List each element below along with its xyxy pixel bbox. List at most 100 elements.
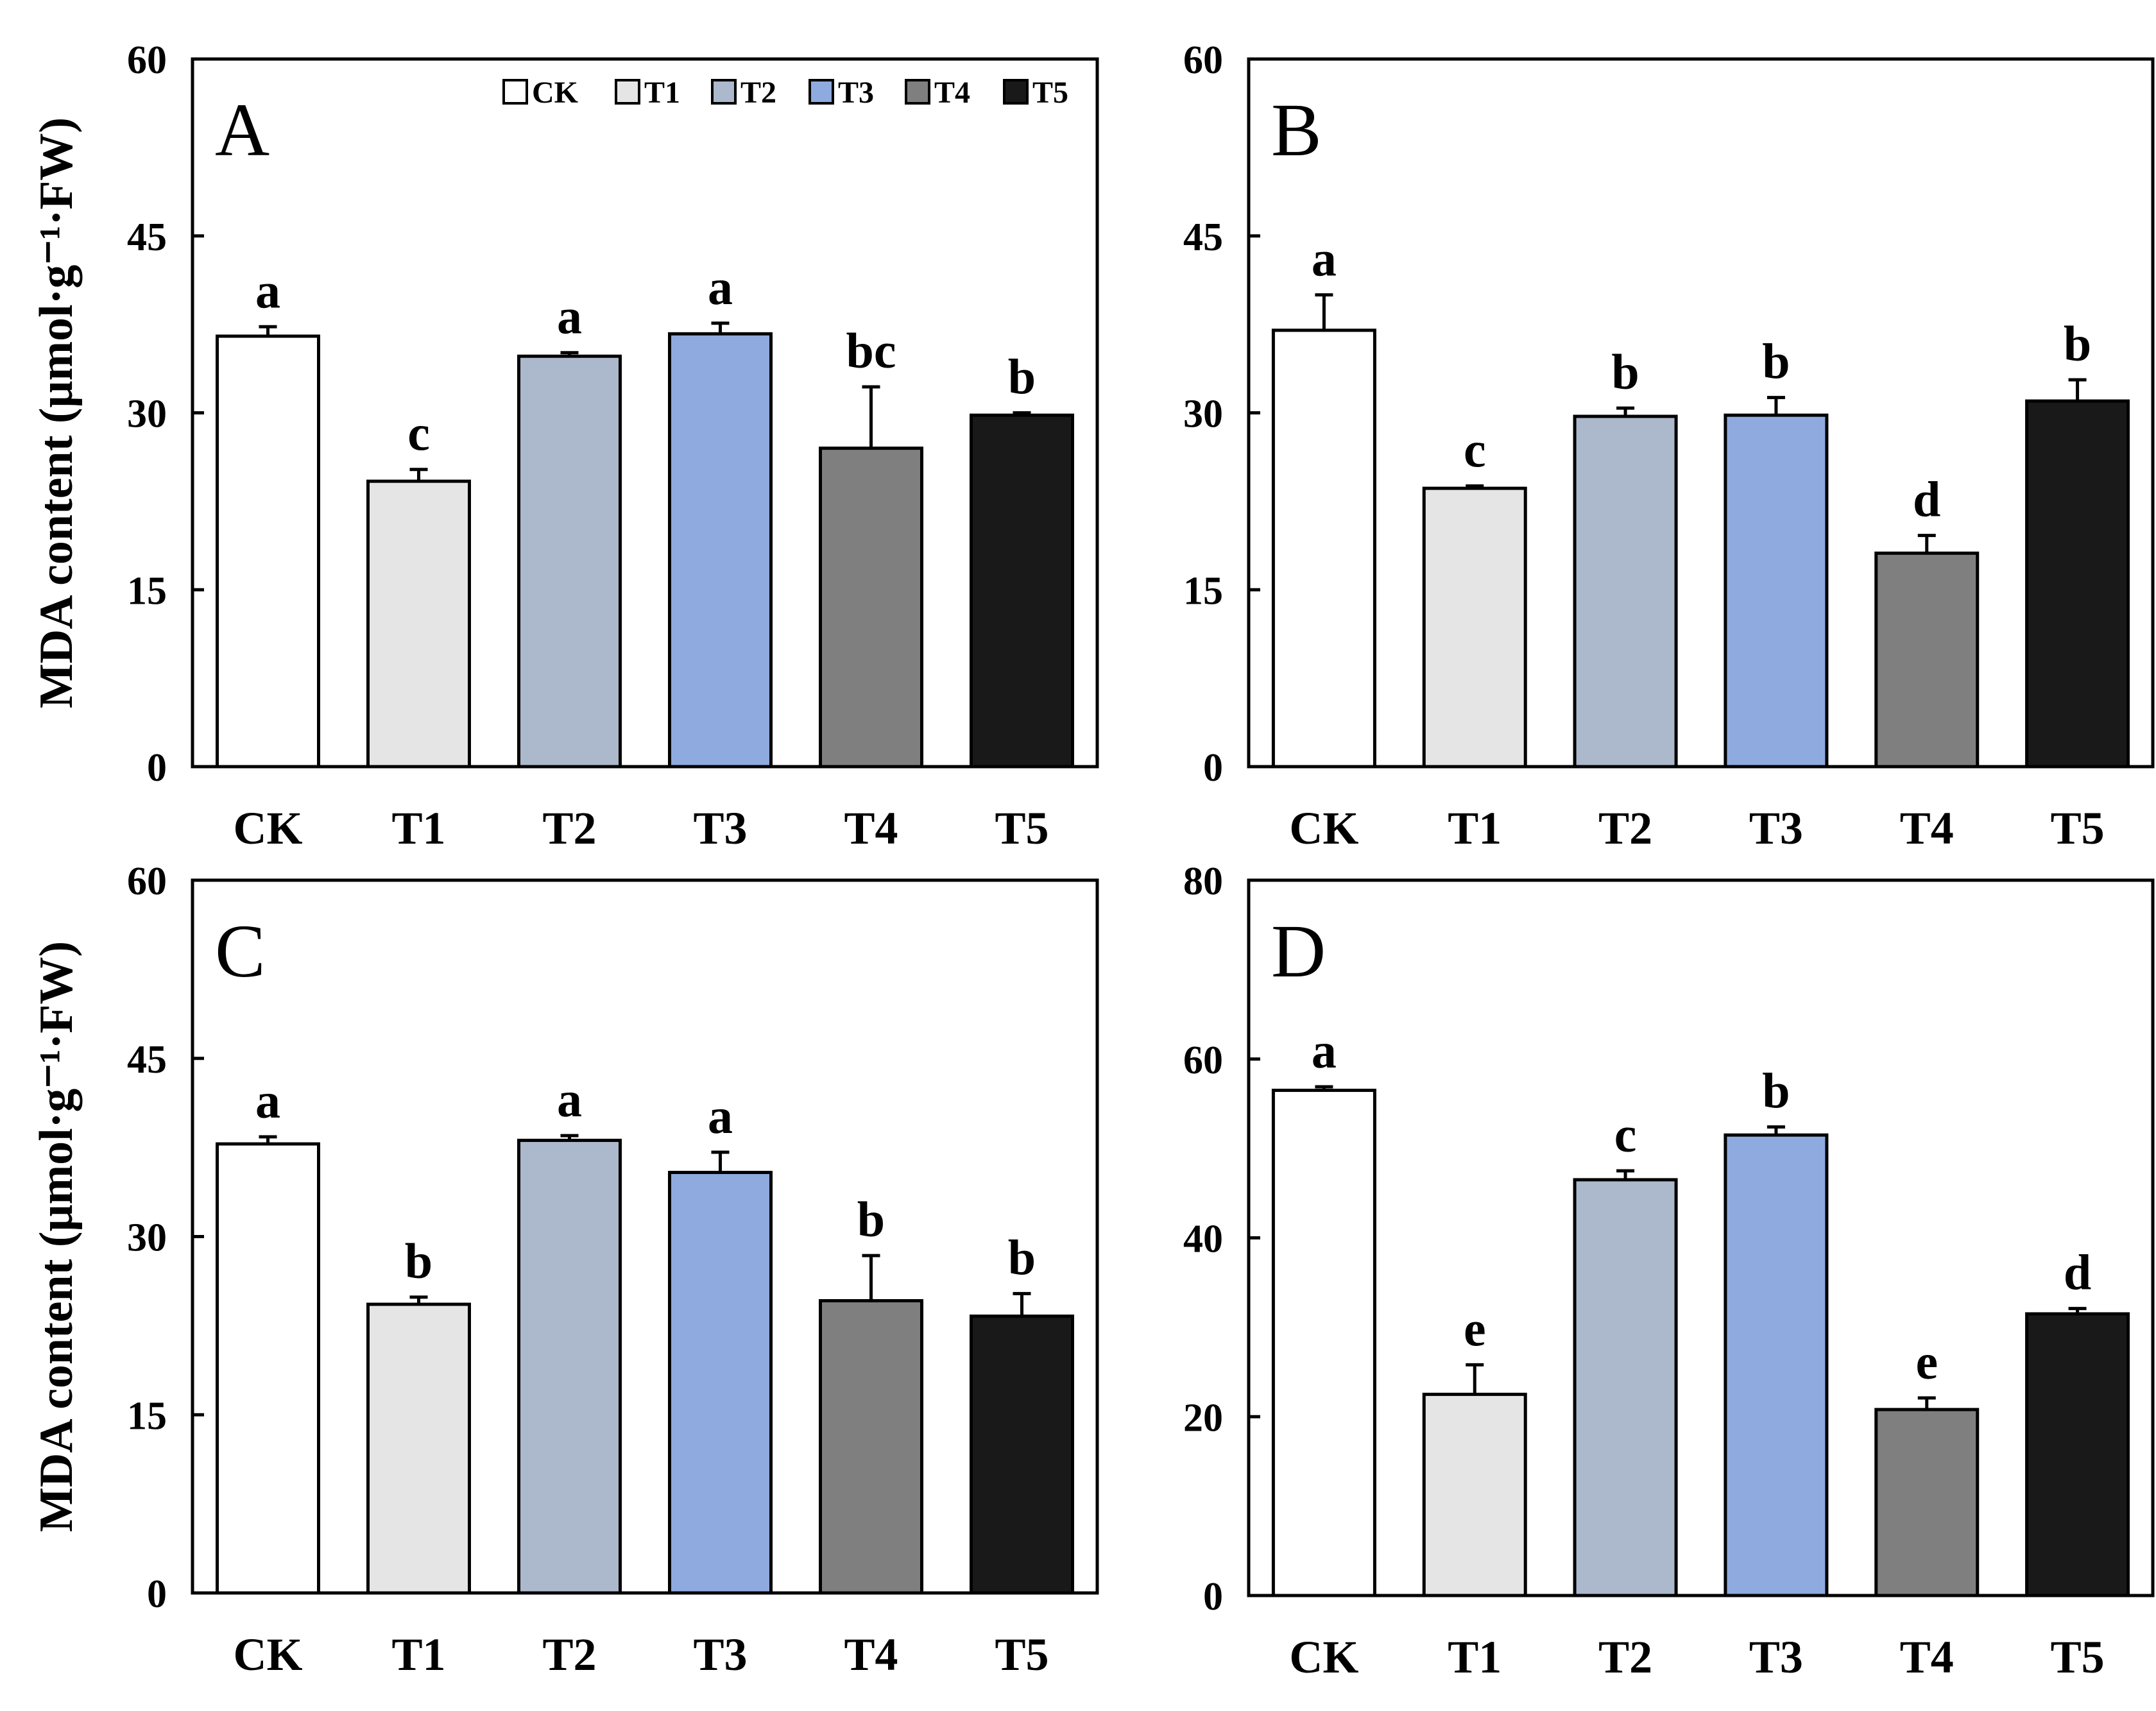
legend-item-T1: T1 [615, 76, 680, 110]
significance-letter: a [255, 262, 280, 318]
bar-CK [1271, 1089, 1376, 1597]
panel-A: 0 15 30 45 60 a CK c T1 a T2 a T3 bc T4 b T5 A MDA content… [30, 38, 1099, 854]
significance-letter: b [857, 1191, 885, 1247]
plot-frame [1247, 878, 2155, 1597]
legend-swatch [711, 79, 737, 105]
x-tick-label: CK [234, 1629, 303, 1680]
y-tick-label: 0 [1203, 1575, 1223, 1619]
significance-letter: a [708, 1088, 733, 1144]
bar-CK [216, 1142, 320, 1595]
legend-label: T3 [838, 76, 874, 110]
y-tick-label: 20 [1183, 1396, 1223, 1440]
y-tick-label: 60 [1183, 1039, 1223, 1082]
legend-item-T3: T3 [809, 76, 874, 110]
significance-letter: a [557, 1071, 582, 1127]
legend-swatch [809, 79, 834, 105]
y-tick-label: 30 [127, 393, 167, 436]
x-tick-label: CK [1289, 1631, 1358, 1683]
y-tick-label: 0 [147, 746, 167, 790]
significance-letter: d [1913, 472, 1940, 527]
y-tick-label: 30 [1183, 393, 1223, 436]
significance-letter: bc [846, 323, 896, 379]
y-tick-label: 15 [127, 569, 167, 613]
x-tick-label: T4 [844, 803, 898, 854]
x-tick-label: T1 [391, 803, 445, 854]
x-tick-label: T3 [1749, 803, 1803, 854]
bar-T4 [1874, 551, 1980, 769]
legend-label: CK [532, 76, 578, 110]
panel-letter: D [1271, 909, 1326, 993]
y-tick-label: 60 [1183, 38, 1223, 82]
x-tick-label: T5 [995, 803, 1048, 854]
plot-frame [191, 878, 1099, 1595]
x-tick-label: T1 [391, 1629, 445, 1680]
x-tick-label: T2 [1598, 1631, 1652, 1683]
panel-letter: C [215, 909, 266, 993]
x-tick-label: T2 [1598, 803, 1652, 854]
x-tick-label: T3 [693, 1629, 747, 1680]
y-tick-label: 45 [1183, 216, 1223, 259]
significance-letter: a [255, 1073, 280, 1128]
x-tick-label: T3 [693, 803, 747, 854]
bar-T2 [517, 354, 622, 769]
x-tick-label: T5 [2051, 803, 2105, 854]
bar-T5 [2025, 1312, 2130, 1597]
significance-letter: a [557, 289, 582, 345]
legend-swatch [502, 79, 528, 105]
significance-letter: b [405, 1233, 432, 1289]
significance-letter: b [1008, 1229, 1036, 1285]
significance-letter: a [1312, 231, 1337, 287]
panel-letter: A [215, 88, 270, 172]
panel-C: 0 15 30 45 60 a CK b T1 a T2 a T3 b T4 b T5 C MDA content … [30, 860, 1099, 1680]
plot-frame [191, 57, 1099, 769]
y-axis-title: MDA content (μmol·g⁻¹·FW) [30, 941, 83, 1532]
significance-letter: b [1762, 1063, 1790, 1119]
bar-T1 [366, 1302, 471, 1595]
y-tick-label: 15 [127, 1394, 167, 1438]
y-tick-label: 40 [1183, 1218, 1223, 1261]
bar-T1 [1422, 1392, 1527, 1597]
bar-T3 [668, 332, 773, 769]
bar-T1 [1422, 486, 1527, 769]
significance-letter: a [708, 259, 733, 315]
significance-letter: c [407, 405, 430, 461]
x-tick-label: T3 [1749, 1631, 1803, 1683]
x-tick-label: T1 [1448, 1631, 1502, 1683]
y-tick-label: 45 [127, 216, 167, 259]
significance-letter: c [1464, 421, 1486, 477]
bar-T4 [819, 447, 923, 769]
y-tick-label: 80 [1183, 860, 1223, 903]
x-tick-label: T4 [1900, 803, 1954, 854]
bar-T3 [1724, 1133, 1829, 1597]
x-tick-label: T4 [844, 1629, 898, 1680]
significance-letter: b [1008, 349, 1036, 405]
significance-letter: c [1614, 1107, 1637, 1162]
x-tick-label: T1 [1448, 803, 1502, 854]
legend-swatch [1003, 79, 1029, 105]
bar-CK [1271, 328, 1376, 769]
x-tick-label: T2 [542, 1629, 596, 1680]
bar-T3 [668, 1171, 773, 1595]
y-tick-label: 60 [127, 38, 167, 82]
y-axis-title: MDA content (μmol·g⁻¹·FW) [30, 117, 83, 708]
legend-label: T4 [934, 76, 970, 110]
panel-B: 0 15 30 45 60 a CK c T1 b T2 b T3 d T4 b T5 B [1183, 38, 2155, 854]
bar-CK [216, 334, 320, 769]
y-tick-label: 0 [1203, 746, 1223, 790]
plot-frame [1247, 57, 2155, 769]
bar-T5 [970, 1315, 1074, 1595]
legend-item-CK: CK [502, 76, 578, 110]
y-tick-label: 30 [127, 1216, 167, 1260]
y-tick-label: 45 [127, 1038, 167, 1082]
y-tick-label: 0 [147, 1572, 167, 1616]
x-tick-label: CK [1289, 803, 1358, 854]
significance-letter: b [1762, 334, 1790, 389]
significance-letter: d [2064, 1245, 2091, 1300]
x-tick-label: T4 [1900, 1631, 1954, 1683]
significance-letter: a [1312, 1023, 1337, 1078]
bar-T2 [1573, 414, 1678, 769]
legend-item-T2: T2 [711, 76, 776, 110]
significance-letter: e [1464, 1300, 1486, 1356]
bar-T5 [2025, 399, 2130, 769]
bar-T4 [1874, 1408, 1980, 1597]
